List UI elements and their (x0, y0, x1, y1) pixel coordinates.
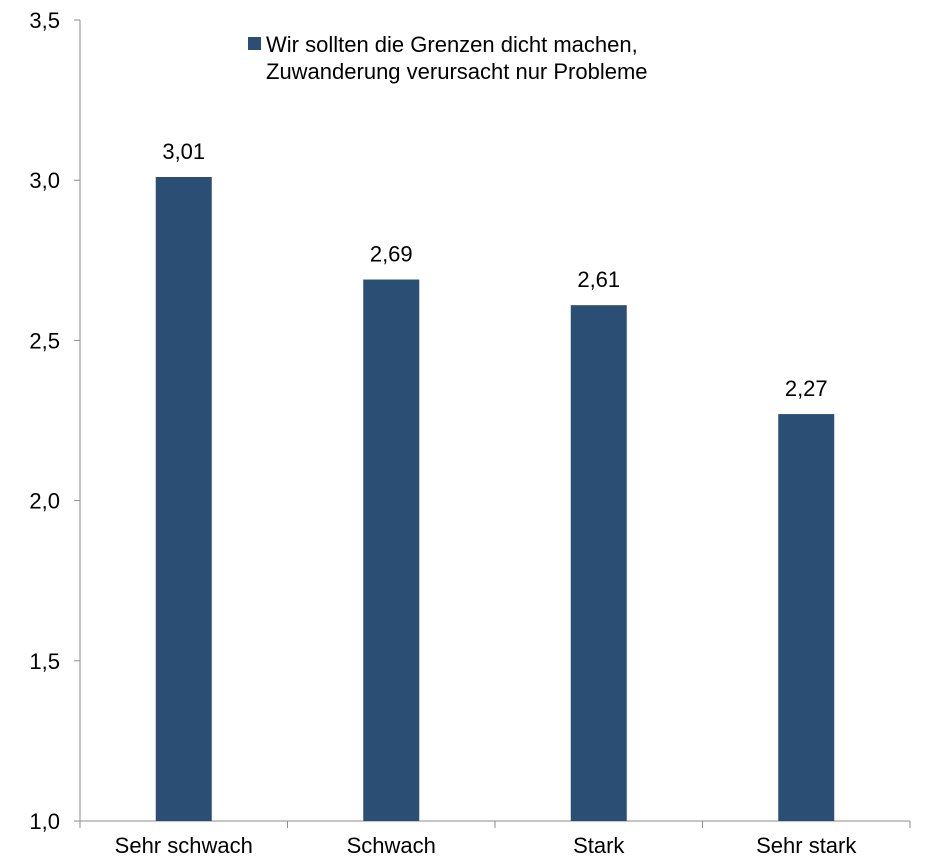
x-tick-label: Stark (573, 833, 625, 858)
legend-label: Wir sollten die Grenzen dicht machen, (266, 32, 638, 57)
y-tick-label: 1,0 (29, 809, 60, 834)
y-tick-label: 2,0 (29, 489, 60, 514)
legend: Wir sollten die Grenzen dicht machen,Zuw… (248, 32, 648, 84)
bar-value-label: 2,69 (370, 242, 413, 267)
x-tick-label: Sehr schwach (115, 833, 253, 858)
x-tick-label: Sehr stark (756, 833, 857, 858)
y-tick-label: 3,5 (29, 8, 60, 33)
bar (155, 176, 212, 822)
x-tick-label: Schwach (347, 833, 436, 858)
bar (570, 305, 627, 821)
y-tick-label: 2,5 (29, 328, 60, 353)
bar-value-label: 2,27 (785, 376, 828, 401)
bar-value-label: 3,01 (162, 139, 205, 164)
bar (363, 279, 420, 821)
y-tick-label: 1,5 (29, 649, 60, 674)
axes: 1,0 1,5 2,0 2,5 3,0 3,5 Sehr schwach Schwach Sta… (29, 8, 911, 858)
bar-value-label: 2,61 (577, 267, 620, 292)
bars: 3,01 2,69 2,61 2,27 (155, 139, 835, 822)
bar (778, 414, 835, 821)
legend-swatch (248, 37, 261, 50)
legend-label: Zuwanderung verursacht nur Probleme (266, 59, 648, 84)
y-tick-label: 3,0 (29, 168, 60, 193)
